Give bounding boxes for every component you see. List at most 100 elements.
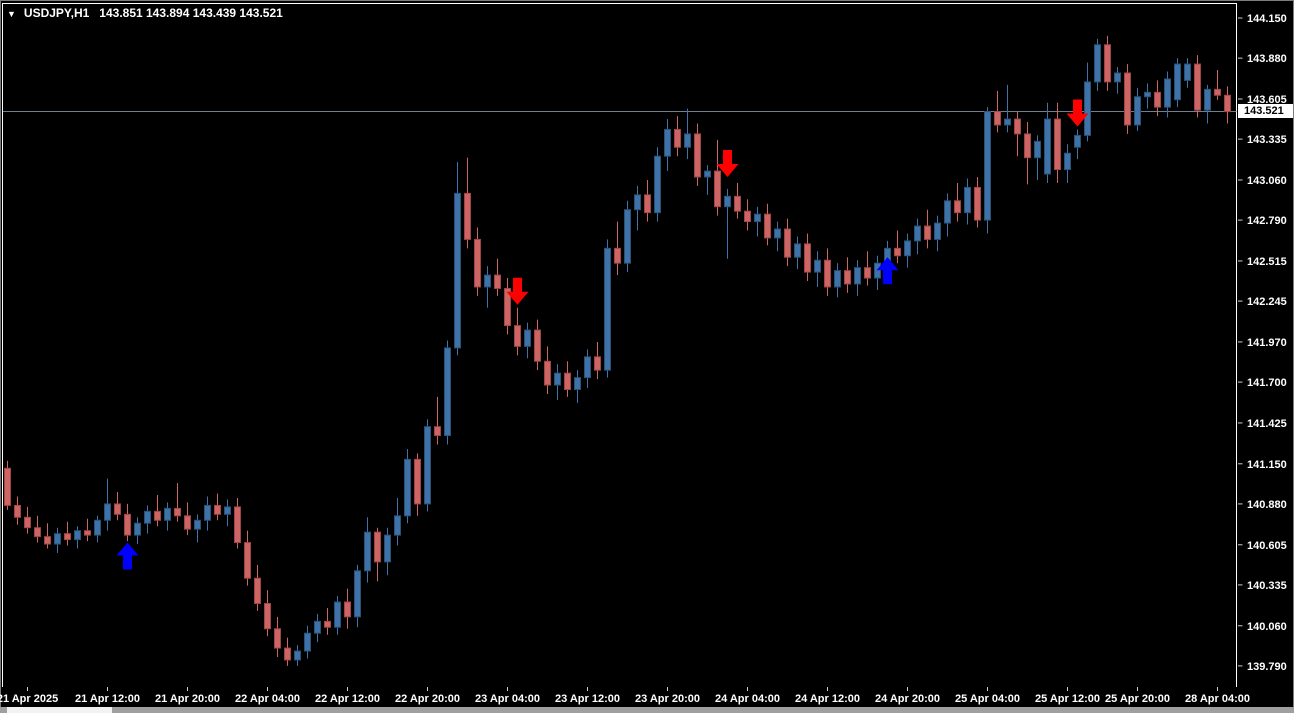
candle-bull xyxy=(904,240,911,257)
candle-bull xyxy=(794,243,801,258)
candle-bear xyxy=(804,243,811,273)
candle-bear xyxy=(84,530,91,536)
candle-bear xyxy=(24,516,31,529)
candle-bear xyxy=(1014,118,1021,135)
candle-bear xyxy=(824,259,831,288)
price-axis-label: 141.970 xyxy=(1247,337,1287,349)
candle-bear xyxy=(414,458,421,505)
buy-signal-arrow-icon xyxy=(116,542,139,570)
sell-signal-arrow-icon xyxy=(716,150,739,178)
candle-bull xyxy=(1034,140,1041,159)
candle-bull xyxy=(224,506,231,515)
price-axis-label: 142.790 xyxy=(1247,215,1287,227)
candle-bull xyxy=(704,170,711,178)
price-axis-label: 139.790 xyxy=(1247,661,1287,673)
time-axis-label: 22 Apr 04:00 xyxy=(235,693,300,705)
time-axis-label: 22 Apr 12:00 xyxy=(315,693,380,705)
candle-bear xyxy=(594,356,601,371)
candle-bull xyxy=(1184,63,1191,81)
time-axis-label: 25 Apr 20:00 xyxy=(1105,693,1170,705)
price-axis-label: 140.335 xyxy=(1247,580,1287,592)
candle-bear xyxy=(234,506,241,544)
candle-bull xyxy=(1134,96,1141,126)
candle-bear xyxy=(844,270,851,285)
time-axis-label: 25 Apr 04:00 xyxy=(955,693,1020,705)
horizontal-scrollbar-thumb[interactable] xyxy=(7,707,112,713)
candle-bear xyxy=(504,287,511,327)
candle-bear xyxy=(784,228,791,258)
price-axis-label: 140.605 xyxy=(1247,540,1287,552)
candle-bear xyxy=(44,536,51,545)
horizontal-scrollbar-track[interactable] xyxy=(0,707,1294,713)
price-axis-label: 142.245 xyxy=(1247,296,1287,308)
candle-bull xyxy=(1144,91,1151,98)
time-axis-label: 21 Apr 2025 xyxy=(0,693,58,705)
candle-bear xyxy=(924,225,931,240)
candle-bear xyxy=(244,542,251,579)
candle-bull xyxy=(1204,88,1211,111)
candle-bull xyxy=(404,458,411,517)
candle-bull xyxy=(774,228,781,239)
candle-bear xyxy=(434,426,441,437)
ohlc-readout: 143.851 143.894 143.439 143.521 xyxy=(99,6,283,20)
candle-bear xyxy=(534,329,541,362)
time-axis-label: 24 Apr 12:00 xyxy=(795,693,860,705)
candle-bull xyxy=(874,262,881,279)
candle-bull xyxy=(204,504,211,521)
price-axis-label: 144.150 xyxy=(1247,13,1287,25)
candle-bear xyxy=(214,504,221,515)
candle-bull xyxy=(304,632,311,652)
candle-bull xyxy=(454,192,461,349)
candle-bull xyxy=(944,200,951,224)
time-axis-label: 24 Apr 20:00 xyxy=(875,693,940,705)
time-axis-label: 23 Apr 12:00 xyxy=(555,693,620,705)
candle-bull xyxy=(1064,152,1071,171)
candle-bear xyxy=(994,111,1001,126)
sell-signal-arrow-icon xyxy=(1066,99,1089,127)
candle-bull xyxy=(294,650,301,661)
candle-bear xyxy=(1194,63,1201,111)
candle-bull xyxy=(314,620,321,634)
candle-bear xyxy=(324,620,331,628)
time-axis-label: 23 Apr 20:00 xyxy=(635,693,700,705)
candle-bull xyxy=(854,267,861,285)
candle-bear xyxy=(4,467,11,506)
candle-bull xyxy=(654,155,661,214)
candle-bear xyxy=(474,238,481,288)
price-axis-label: 140.880 xyxy=(1247,499,1287,511)
candle-bear xyxy=(614,247,621,264)
candle-bear xyxy=(114,503,121,515)
candle-bear xyxy=(344,601,351,618)
candle-bear xyxy=(1214,88,1221,96)
chart-title: ▼ USDJPY,H1 143.851 143.894 143.439 143.… xyxy=(7,6,283,20)
candle-bear xyxy=(644,194,651,214)
candle-bull xyxy=(624,209,631,264)
collapse-arrow-icon[interactable]: ▼ xyxy=(7,9,16,19)
candle-bull xyxy=(1044,118,1051,175)
candle-bull xyxy=(164,507,171,521)
candle-bull xyxy=(634,194,641,211)
candle-bear xyxy=(64,533,71,541)
candle-bull xyxy=(574,377,581,390)
price-axis-label: 143.880 xyxy=(1247,53,1287,65)
candle-bull xyxy=(424,426,431,505)
candle-bear xyxy=(514,325,521,347)
candle-bear xyxy=(1024,133,1031,159)
time-axis-label: 22 Apr 20:00 xyxy=(395,693,460,705)
candle-bull xyxy=(584,356,591,379)
candle-bear xyxy=(1224,94,1231,113)
candle-bear xyxy=(34,527,41,538)
time-axis-label: 21 Apr 20:00 xyxy=(155,693,220,705)
candle-bull xyxy=(194,519,201,530)
price-axis-label: 143.060 xyxy=(1247,175,1287,187)
candle-bull xyxy=(1114,72,1121,83)
candle-bear xyxy=(694,133,701,178)
candle-bull xyxy=(754,213,761,223)
candle-bull xyxy=(554,372,561,386)
candle-bear xyxy=(14,504,21,518)
time-axis-label: 24 Apr 04:00 xyxy=(715,693,780,705)
candle-bull xyxy=(604,247,611,371)
candle-bull xyxy=(914,225,921,242)
